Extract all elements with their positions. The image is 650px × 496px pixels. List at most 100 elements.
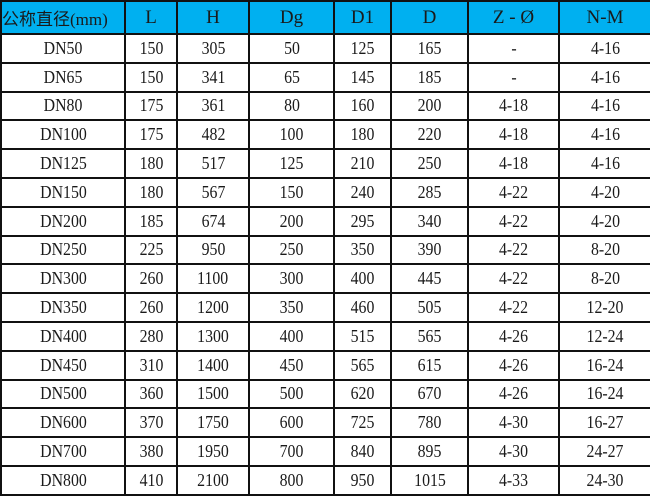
table-cell: DN450 xyxy=(0,349,126,381)
cell-text: 150 xyxy=(139,66,163,87)
cell-text: 410 xyxy=(139,469,163,490)
table-cell: 2100 xyxy=(176,464,250,496)
cell-text: 24-27 xyxy=(586,441,624,462)
table-cell: 1950 xyxy=(176,436,250,467)
cell-text: 12-24 xyxy=(586,325,624,346)
cell-text: 1200 xyxy=(197,297,229,318)
cell-text: 482 xyxy=(201,124,225,145)
cell-text: DN450 xyxy=(39,354,87,375)
table-cell: 160 xyxy=(333,90,392,122)
table-cell: 4-30 xyxy=(467,436,560,467)
table-cell: 410 xyxy=(124,464,178,496)
cell-text: 12-20 xyxy=(586,297,624,318)
table-cell: 350 xyxy=(333,234,392,266)
table-row: DN125 180 517 125 210 250 4-18 4-16 xyxy=(0,148,650,179)
table-cell: 341 xyxy=(176,61,250,93)
cell-text: 725 xyxy=(350,412,375,433)
cell-text: 250 xyxy=(279,239,304,260)
table-cell: 4-22 xyxy=(467,234,560,266)
cell-text: 4-16 xyxy=(590,153,620,174)
table-cell: 16-27 xyxy=(558,407,650,439)
table-cell: DN125 xyxy=(0,148,126,179)
cell-text: DN125 xyxy=(39,153,87,174)
cell-text: 4-16 xyxy=(590,37,620,58)
table-cell: 100 xyxy=(248,119,335,151)
cell-text: 4-22 xyxy=(498,297,529,318)
cell-text: 517 xyxy=(201,153,225,174)
table-cell: 445 xyxy=(390,263,469,295)
table-cell: - xyxy=(467,61,560,93)
table-cell: 390 xyxy=(390,234,469,266)
table-row: DN65 150 341 65 145 185 - 4-16 xyxy=(0,61,650,93)
cell-text: DN80 xyxy=(43,95,83,116)
cell-text: 840 xyxy=(350,441,375,462)
cell-text: 445 xyxy=(417,268,442,289)
table-cell: DN200 xyxy=(0,205,126,237)
cell-text: 950 xyxy=(350,469,375,490)
cell-text: 145 xyxy=(350,66,375,87)
table-cell: DN800 xyxy=(0,464,126,496)
cell-text: 567 xyxy=(201,181,225,202)
cell-text: DN600 xyxy=(39,412,87,433)
table-cell: 840 xyxy=(333,436,392,467)
cell-text: DN50 xyxy=(43,37,83,58)
table-cell: 4-16 xyxy=(558,33,650,64)
cell-text: DN150 xyxy=(39,181,87,202)
table-cell: 280 xyxy=(124,320,178,352)
cell-text: - xyxy=(510,66,517,87)
cell-text: 400 xyxy=(279,325,304,346)
table-cell: 125 xyxy=(248,148,335,179)
table-cell: 360 xyxy=(124,378,178,410)
cell-text: 160 xyxy=(350,95,375,116)
cell-text: 340 xyxy=(417,210,442,231)
table-cell: 12-20 xyxy=(558,292,650,323)
table-cell: 565 xyxy=(333,349,392,381)
cell-text: 361 xyxy=(201,95,225,116)
table-cell: 4-16 xyxy=(558,119,650,151)
cell-text: 65 xyxy=(283,66,300,87)
header-row: 公称直径(mm) L H Dg D1 D Z - Ø N-M xyxy=(0,0,650,35)
table-cell: 250 xyxy=(390,148,469,179)
table-cell: 200 xyxy=(390,90,469,122)
table-cell: 361 xyxy=(176,90,250,122)
cell-text: 50 xyxy=(283,37,300,58)
table-cell: 780 xyxy=(390,407,469,439)
column-header: Z - Ø xyxy=(467,0,560,35)
table-row: DN300 260 1100 300 400 445 4-22 8-20 xyxy=(0,263,650,295)
table-cell: 380 xyxy=(124,436,178,467)
table-cell: 567 xyxy=(176,176,250,208)
table-row: DN600 370 1750 600 725 780 4-30 16-27 xyxy=(0,407,650,439)
cell-text: 4-26 xyxy=(498,383,529,404)
table-cell: 150 xyxy=(248,176,335,208)
cell-text: 2100 xyxy=(197,469,229,490)
cell-text: 310 xyxy=(139,354,163,375)
table-cell: 4-22 xyxy=(467,263,560,295)
cell-text: 220 xyxy=(417,124,442,145)
table-cell: 615 xyxy=(390,349,469,381)
table-cell: 24-27 xyxy=(558,436,650,467)
table-cell: 65 xyxy=(248,61,335,93)
table-cell: 700 xyxy=(248,436,335,467)
cell-text: DN350 xyxy=(39,297,87,318)
cell-text: 1100 xyxy=(197,268,229,289)
cell-text: 780 xyxy=(417,412,442,433)
cell-text: 125 xyxy=(350,37,375,58)
cell-text: 500 xyxy=(279,383,304,404)
cell-text: 16-24 xyxy=(586,354,624,375)
table-cell: 1015 xyxy=(390,464,469,496)
table-cell: 180 xyxy=(124,176,178,208)
table-cell: DN100 xyxy=(0,119,126,151)
cell-text: 80 xyxy=(283,95,300,116)
cell-text: 350 xyxy=(279,297,304,318)
table-cell: 400 xyxy=(248,320,335,352)
cell-text: 565 xyxy=(417,325,442,346)
table-cell: 50 xyxy=(248,33,335,64)
table-cell: 4-18 xyxy=(467,119,560,151)
table-cell: 24-30 xyxy=(558,464,650,496)
cell-text: 670 xyxy=(417,383,442,404)
cell-text: 600 xyxy=(279,412,304,433)
table-cell: 895 xyxy=(390,436,469,467)
cell-text: 4-20 xyxy=(590,181,620,202)
cell-text: 125 xyxy=(279,153,304,174)
table-cell: 4-26 xyxy=(467,320,560,352)
